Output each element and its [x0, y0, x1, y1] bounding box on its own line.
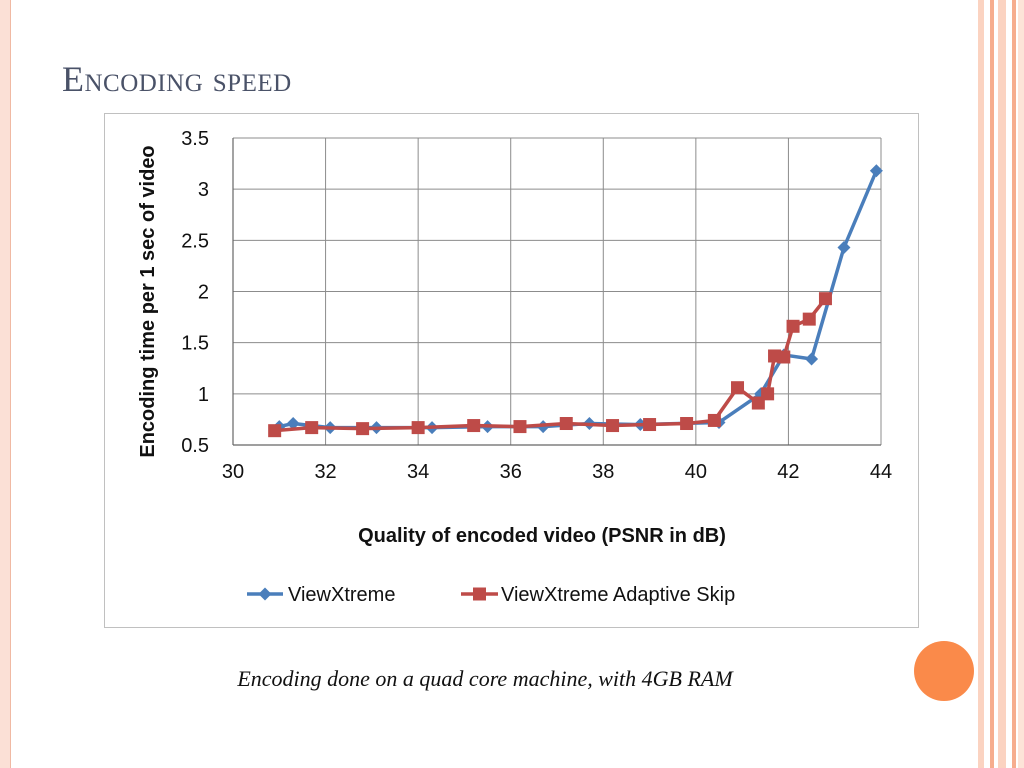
series-2	[268, 292, 832, 438]
y-tick-label: 1.5	[181, 333, 209, 355]
x-tick-label: 42	[777, 461, 799, 483]
data-point-diamond	[837, 240, 851, 254]
slide-caption: Encoding done on a quad core machine, wi…	[237, 666, 733, 691]
right-stripes-decoration	[978, 0, 1024, 768]
y-tick-label: 2	[198, 282, 209, 304]
x-tick-label: 32	[314, 461, 336, 483]
series-line	[278, 170, 878, 430]
data-point-square	[731, 381, 745, 395]
left-border-decoration	[0, 0, 11, 768]
legend-item-adaptive-skip	[461, 587, 498, 601]
x-tick-label: 36	[500, 461, 522, 483]
data-point-square	[707, 413, 721, 427]
slide-title: Encoding speed	[62, 59, 292, 99]
data-point-square	[467, 419, 481, 433]
legend-label: ViewXtreme	[288, 584, 395, 606]
data-point-square	[411, 421, 425, 435]
data-point-square	[818, 292, 832, 306]
data-point-square	[643, 418, 657, 432]
data-point-diamond	[286, 417, 300, 431]
legend-label: ViewXtreme Adaptive Skip	[501, 584, 735, 606]
data-point-square	[356, 422, 370, 436]
x-axis-title: Quality of encoded video (PSNR in dB)	[358, 525, 726, 547]
data-point-square	[559, 417, 573, 431]
chart-frame: 30 32 34 36 38 40 42 44 0.5 1 1.5 2 2.5 3 3.5 Quality o…	[104, 113, 919, 628]
data-point-square	[513, 420, 527, 434]
y-tick-label: 0.5	[181, 435, 209, 457]
x-tick-label: 34	[407, 461, 429, 483]
data-point-square	[802, 312, 816, 326]
line-chart: 30 32 34 36 38 40 42 44 0.5 1 1.5 2 2.5 3 3.5 Quality o…	[137, 128, 892, 606]
x-tick-label: 38	[592, 461, 614, 483]
x-tick-label: 44	[870, 461, 892, 483]
y-tick-label: 1	[198, 384, 209, 406]
data-point-square	[777, 350, 791, 364]
x-tick-label: 40	[685, 461, 707, 483]
data-point-square	[786, 319, 800, 333]
data-point-square	[680, 417, 694, 431]
data-point-square	[305, 421, 319, 435]
y-axis-title: Encoding time per 1 sec of video	[137, 145, 159, 457]
legend-marker-square	[473, 587, 486, 601]
y-tick-label: 3.5	[181, 128, 209, 150]
data-point-square	[268, 424, 282, 438]
legend-marker-diamond	[258, 587, 272, 601]
data-point-square	[761, 387, 775, 401]
data-point-square	[606, 419, 620, 433]
legend-item-viewxtreme	[247, 587, 283, 601]
x-tick-label: 30	[222, 461, 244, 483]
y-tick-label: 2.5	[181, 230, 209, 252]
data-point-diamond	[869, 164, 883, 178]
orange-circle-decoration	[914, 641, 974, 701]
data-point-diamond	[805, 352, 819, 366]
y-tick-label: 3	[198, 179, 209, 201]
series-line	[274, 297, 827, 433]
